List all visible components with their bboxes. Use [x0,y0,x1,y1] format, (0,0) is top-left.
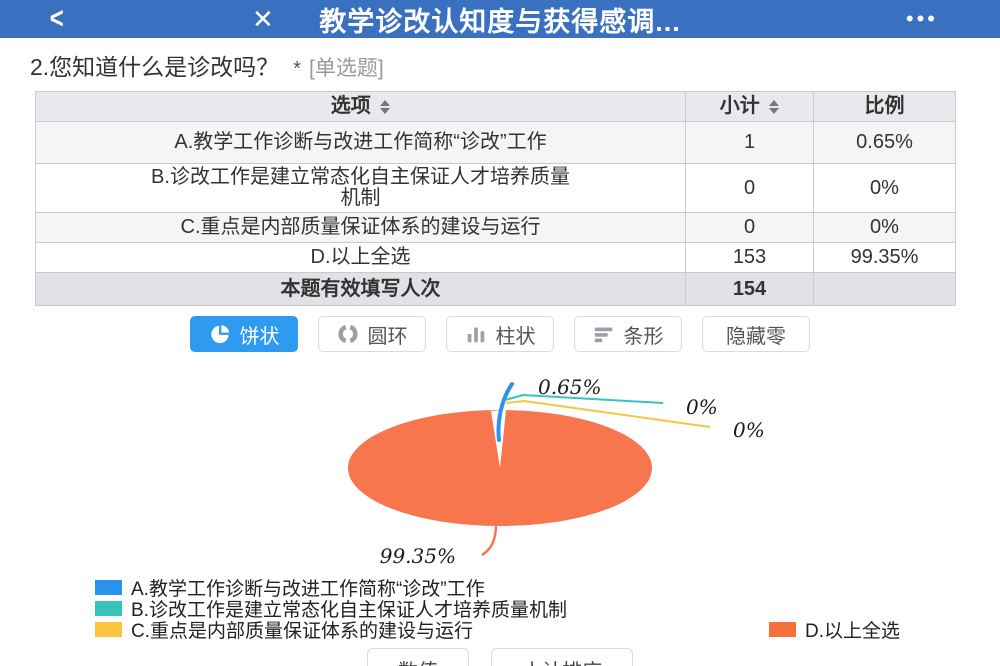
required-mark: * [293,58,301,80]
legend-row: B.诊改工作是建立常态化自主保证人才培养质量机制 [95,595,940,622]
legend-swatch-a [95,580,122,595]
pie-chart: 0.65% 0% 0% 99.35% [0,356,1000,571]
legend-label-c: C.重点是内部质量保证体系的建设与运行 [131,621,474,642]
hide-zero-button[interactable]: 隐藏零 [702,316,810,352]
table-row-option-a: A.教学工作诊断与改进工作简称“诊改”工作 1 0.65% [35,121,956,164]
chart-type-toolbar: 饼状 圆环 柱状 条形 隐藏零 [0,316,1000,352]
valid-responses-label: 本题有效填写人次 [35,272,686,306]
chart-legend: A.教学工作诊断与改进工作简称“诊改”工作 B.诊改工作是建立常态化自主保证人才… [95,574,940,643]
donut-button-label: 圆环 [367,325,408,348]
pie-chart-button[interactable]: 饼状 [190,316,298,352]
close-icon[interactable]: ✕ [252,3,274,34]
legend-label-a: A.教学工作诊断与改进工作简称“诊改”工作 [131,579,485,600]
question-line: 2.您知道什么是诊改吗？ * [单选题] [30,48,1000,82]
page-title: 教学诊改认知度与获得感调... [319,6,681,37]
legend-item-a[interactable]: A.教学工作诊断与改进工作简称“诊改”工作 [95,574,485,601]
pie-label-d: 99.35% [380,544,456,568]
question-text: 2.您知道什么是诊改吗？ [30,54,280,80]
pie-label-c: 0% [733,418,765,442]
column-button-label: 柱状 [495,325,536,348]
column-icon [467,327,484,343]
option-c-count: 0 [685,212,814,243]
pie-slice-a[interactable] [496,382,514,442]
option-b-count: 0 [685,163,814,213]
option-a-count: 1 [685,121,814,164]
sort-by-count-button[interactable]: 小计排序 [491,648,633,666]
hide-zero-button-label: 隐藏零 [726,325,786,348]
legend-label-d: D.以上全选 [804,621,900,642]
legend-swatch-d [768,622,796,637]
table-row-option-b: B.诊改工作是建立常态化自主保证人才培养质量机制 0 0% [35,163,956,213]
legend-swatch-c [95,622,122,637]
column-header-count[interactable]: 小计 [685,91,814,122]
column-chart-button[interactable]: 柱状 [446,316,554,352]
option-c-text: C.重点是内部质量保证体系的建设与运行 [180,216,541,238]
valid-responses-ratio [813,272,956,306]
legend-item-c[interactable]: C.重点是内部质量保证体系的建设与运行 [95,616,473,643]
valid-responses-count: 154 [685,272,814,306]
option-d-ratio: 99.35% [813,242,956,273]
bar-chart-button[interactable]: 条形 [574,316,682,352]
leader-line-d [481,523,498,557]
donut-chart-button[interactable]: 圆环 [318,316,426,352]
option-d-text: D.以上全选 [310,246,411,268]
legend-row: C.重点是内部质量保证体系的建设与运行 D.以上全选 [95,616,940,643]
table-footer-row: 本题有效填写人次 154 [35,272,956,306]
column-header-option[interactable]: 选项 [35,91,686,122]
table-row-option-d: D.以上全选 153 99.35% [35,242,956,273]
option-d-count: 153 [685,242,814,273]
sort-icon [769,99,780,114]
leader-line-c [505,399,711,428]
legend-item-d[interactable]: D.以上全选 [768,616,900,643]
results-table: 选项 小计 比例 A.教学工作诊断与改进工作简称“诊改”工作 1 0.65% B… [35,91,956,306]
bottom-actions: 数值 小计排序 [0,648,1000,666]
option-a-ratio: 0.65% [813,121,956,164]
legend-swatch-b [95,601,122,616]
column-header-option-label: 选项 [330,95,371,117]
show-values-button[interactable]: 数值 [367,648,469,666]
legend-row: A.教学工作诊断与改进工作简称“诊改”工作 [95,574,940,601]
bar-button-label: 条形 [623,325,664,348]
column-header-ratio-label: 比例 [864,95,905,117]
pie-icon [210,325,229,344]
option-b-ratio: 0% [813,163,956,213]
pie-button-label: 饼状 [239,325,280,348]
sort-icon [380,99,391,114]
app-header: < ✕ 教学诊改认知度与获得感调... ••• [0,0,1000,38]
legend-item-b[interactable]: B.诊改工作是建立常态化自主保证人才培养质量机制 [95,595,567,622]
table-row-option-c: C.重点是内部质量保证体系的建设与运行 0 0% [35,212,956,243]
column-header-ratio: 比例 [813,91,956,122]
pie-label-a: 0.65% [538,375,602,399]
more-menu-icon[interactable]: ••• [905,6,938,31]
leader-line-b [504,393,664,404]
donut-icon [337,324,358,344]
option-b-text: B.诊改工作是建立常态化自主保证人才培养质量机制 [151,166,570,209]
column-header-count-label: 小计 [719,95,760,117]
pie-label-b: 0% [686,395,718,419]
back-icon[interactable]: < [49,2,64,35]
bar-icon [594,327,612,343]
option-c-ratio: 0% [813,212,956,243]
option-a-text: A.教学工作诊断与改进工作简称“诊改”工作 [174,131,547,153]
table-header-row: 选项 小计 比例 [35,91,956,122]
legend-label-b: B.诊改工作是建立常态化自主保证人才培养质量机制 [131,600,567,621]
question-type-tag: [单选题] [308,57,384,80]
